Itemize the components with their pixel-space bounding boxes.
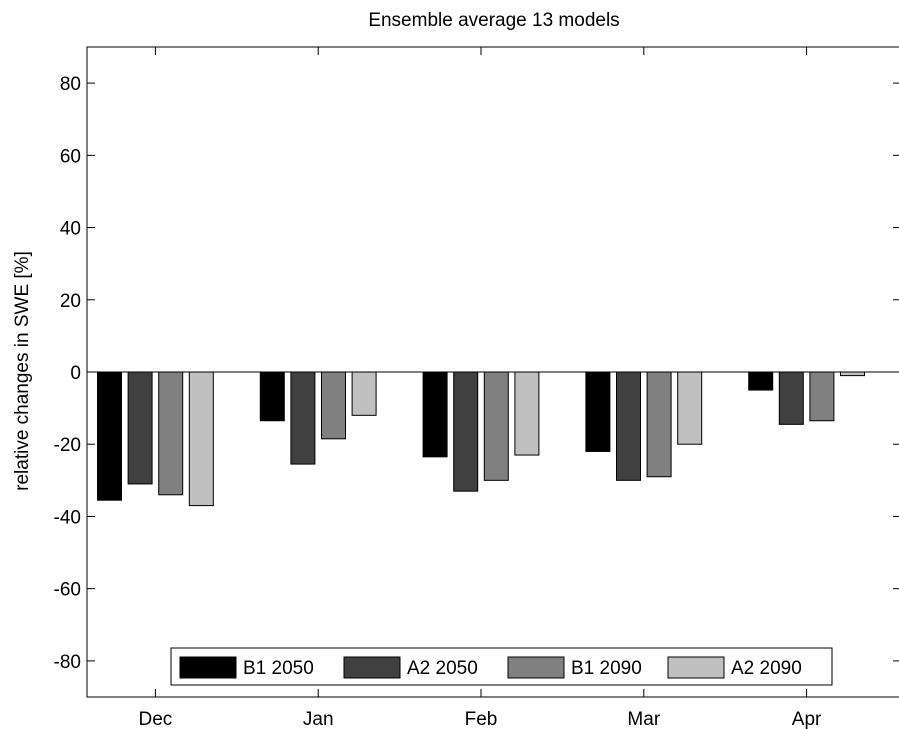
x-tick-label: Mar — [627, 709, 660, 729]
plot-area: -80 -60 -40 -20 0 20 40 60 80 Dec Jan Feb Mar Apr — [54, 47, 899, 729]
y-tick-label: -20 — [54, 435, 81, 456]
y-tick-label: 60 — [60, 146, 81, 167]
y-tick-label: 0 — [70, 363, 81, 384]
bar — [585, 371, 611, 452]
legend-swatch — [507, 656, 565, 679]
y-tick-label: 20 — [60, 291, 81, 312]
legend-swatch — [667, 656, 725, 679]
bar — [290, 371, 316, 465]
bar — [453, 371, 479, 492]
legend-label: B1 2090 — [571, 658, 642, 679]
legend-swatch — [179, 656, 237, 679]
bar — [127, 371, 153, 485]
legend-label: A2 2050 — [407, 658, 478, 679]
bar — [97, 371, 122, 501]
y-axis-label: relative changes in SWE [%] — [12, 251, 33, 491]
legend-swatch — [343, 656, 401, 679]
bar — [677, 371, 703, 445]
bar — [646, 371, 672, 478]
legend-label: B1 2050 — [243, 658, 314, 679]
x-tick-label: Jan — [303, 709, 334, 729]
bar — [809, 371, 835, 422]
bar — [259, 371, 285, 422]
legend: B1 2050 A2 2050 B1 2090 A2 2090 — [170, 647, 833, 686]
y-tick-label: 80 — [60, 74, 81, 95]
x-tick-label: Apr — [792, 709, 822, 729]
y-tick-label: -40 — [54, 507, 81, 528]
bar — [778, 371, 804, 425]
bar — [351, 371, 377, 416]
bar — [616, 371, 641, 481]
bar — [188, 371, 214, 507]
y-tick-label: -60 — [54, 580, 81, 601]
x-tick-label: Dec — [139, 709, 173, 729]
bar — [158, 371, 184, 496]
y-tick-label: 40 — [60, 219, 81, 240]
bar — [840, 371, 865, 377]
chart-title: Ensemble average 13 models — [368, 10, 619, 31]
y-tick-label: -80 — [54, 652, 81, 673]
bar — [321, 371, 346, 440]
x-tick-label: Feb — [465, 709, 498, 729]
legend-label: A2 2090 — [731, 658, 802, 679]
bar — [483, 371, 509, 481]
bar — [514, 371, 540, 456]
bar — [422, 371, 448, 458]
plot-frame — [86, 46, 899, 698]
bar — [748, 371, 774, 391]
